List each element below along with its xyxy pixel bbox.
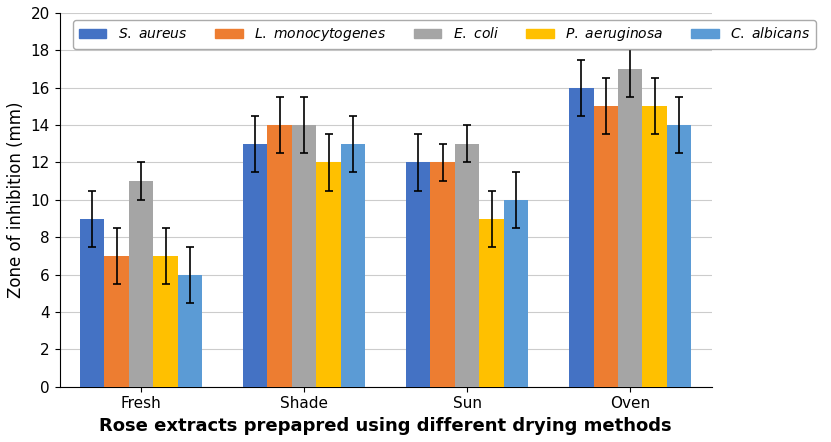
Bar [268,125,292,387]
Bar [642,107,666,387]
Y-axis label: Zone of inhibition (mm): Zone of inhibition (mm) [7,102,25,298]
Bar [154,256,178,387]
Bar [80,218,105,387]
Bar [129,181,154,387]
Bar [341,144,366,387]
Bar [504,200,529,387]
Bar [593,107,618,387]
Bar [479,218,504,387]
Bar [406,163,430,387]
Bar [178,274,202,387]
Bar [569,88,593,387]
Bar [618,69,642,387]
Bar [666,125,691,387]
Bar [105,256,129,387]
Bar [455,144,479,387]
Bar [317,163,341,387]
X-axis label: Rose extracts prepapred using different drying methods: Rose extracts prepapred using different … [100,417,672,435]
Bar [430,163,455,387]
Legend: $\it{S.\ aureus}$, $\it{L.\ monocytogenes}$, $\it{E.\ coli}$, $\it{P.\ aeruginos: $\it{S.\ aureus}$, $\it{L.\ monocytogene… [73,20,816,49]
Bar [243,144,268,387]
Bar [292,125,317,387]
